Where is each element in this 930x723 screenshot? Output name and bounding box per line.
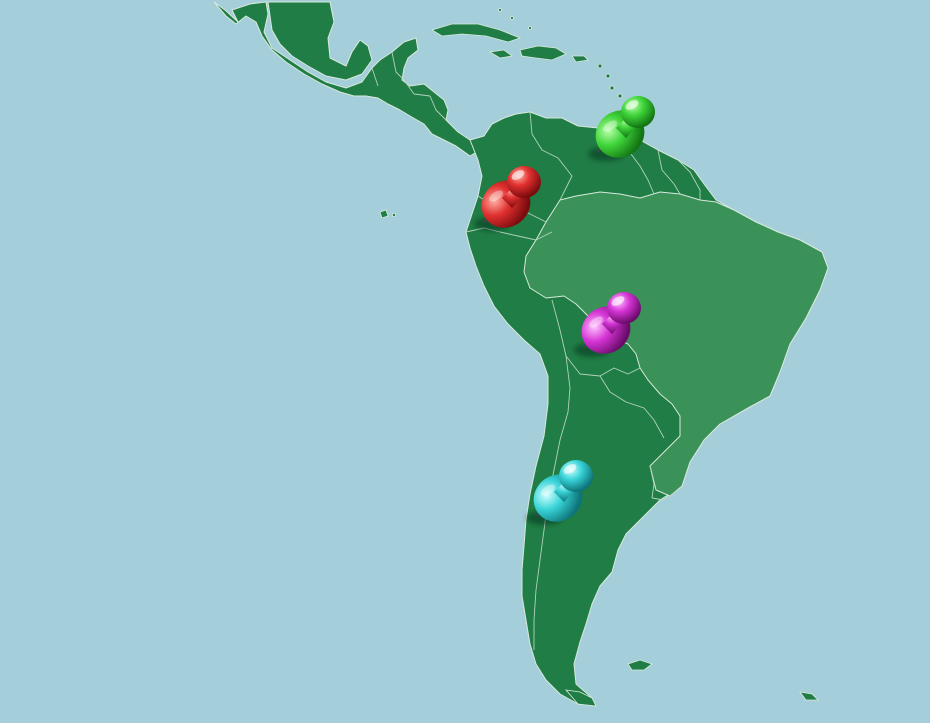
map-pin-bolivia[interactable] bbox=[572, 292, 641, 363]
map-pin-venezuela[interactable] bbox=[586, 96, 655, 167]
map-pin-chile[interactable] bbox=[524, 460, 593, 531]
caribbean-islands bbox=[431, 8, 623, 99]
country-mexico-north[interactable] bbox=[267, 1, 373, 81]
galapagos-islands bbox=[379, 209, 396, 219]
border-central-america bbox=[371, 51, 447, 121]
country-mexico-central-america[interactable] bbox=[213, 1, 481, 157]
country-brazil[interactable] bbox=[523, 191, 829, 497]
southern-islands bbox=[565, 659, 819, 707]
map-pin-ecuador[interactable] bbox=[472, 166, 541, 237]
pins-layer bbox=[472, 96, 655, 531]
